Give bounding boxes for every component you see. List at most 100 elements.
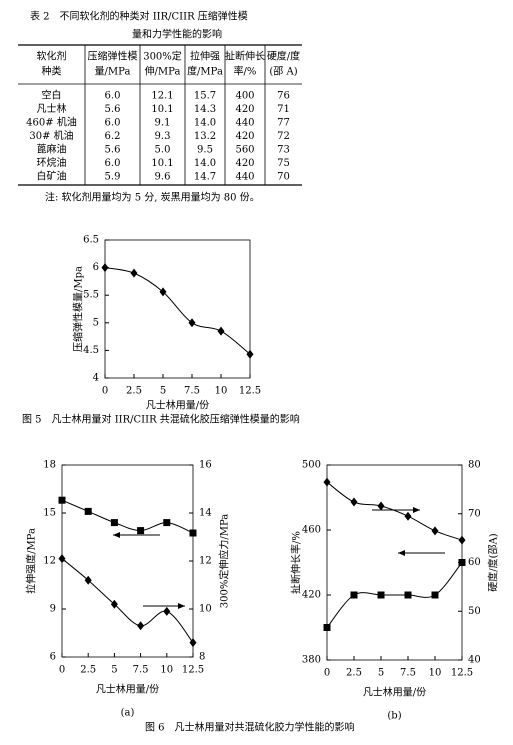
- square-marker: [431, 591, 439, 599]
- table-cell: 73: [277, 145, 290, 156]
- y2-tick-label: 8: [199, 652, 205, 663]
- y2-tick-label: 70: [468, 508, 481, 519]
- diamond-marker: [246, 349, 254, 359]
- square-marker: [163, 519, 171, 527]
- y-tick-label: 5: [93, 317, 99, 328]
- table-cell: 9.1: [155, 118, 171, 129]
- table-cell: 420: [235, 158, 254, 169]
- diamond-marker: [217, 326, 225, 336]
- diamond-marker: [110, 599, 118, 609]
- x-axis-label: 凡士林用量/份: [96, 683, 159, 696]
- table-cell: 14.0: [194, 158, 216, 169]
- y-tick-label: 420: [302, 590, 321, 601]
- table-cell: 420: [235, 131, 254, 142]
- x-tick-label: 2.5: [80, 665, 96, 676]
- y-tick-label: 9: [50, 604, 56, 615]
- y-axis-label: 拉伸强度/MPa: [25, 528, 38, 594]
- table-cell: 蓖麻油: [37, 143, 67, 156]
- table-cell: 白矿油: [37, 170, 67, 183]
- square-marker: [404, 591, 412, 599]
- arrow-head: [398, 550, 405, 556]
- table-header: 软化剂: [37, 50, 67, 63]
- table-cell: 76: [277, 91, 290, 102]
- x-tick-label: 5: [378, 668, 384, 679]
- y-tick-label: 4.5: [83, 345, 99, 356]
- table-cell: 440: [235, 172, 254, 183]
- diamond-marker: [130, 268, 138, 278]
- diamond-marker: [404, 511, 412, 521]
- table-cell: 9.6: [155, 172, 171, 183]
- table-cell: 10.1: [151, 104, 173, 115]
- table-header: 种类: [42, 65, 62, 78]
- trend-curve: [61, 558, 194, 643]
- subfigure-label: (a): [121, 708, 135, 719]
- table-note: 注: 软化剂用量均为 5 分, 炭黑用量均为 80 份。: [45, 191, 260, 204]
- y2-axis-label: 硬度/度(邵A): [487, 533, 500, 591]
- plot-frame: [326, 464, 463, 661]
- diamond-marker: [163, 606, 171, 616]
- y-axis-label: 压缩弹性模量/Mpa: [72, 266, 85, 352]
- table-cell: 14.3: [194, 104, 216, 115]
- table-cell: 6.0: [105, 91, 121, 102]
- x-tick-label: 7.5: [184, 386, 200, 397]
- table-cell: 凡士林: [37, 102, 67, 115]
- table-cell: 400: [235, 91, 254, 102]
- table-header: 量/MPa: [95, 66, 131, 78]
- table-cell: 14.7: [194, 172, 216, 183]
- x-tick-label: 0: [324, 668, 330, 679]
- table-cell: 6.0: [105, 118, 121, 129]
- table-cell: 环烷油: [37, 156, 67, 169]
- arrow-head: [178, 603, 185, 609]
- diamond-marker: [189, 638, 197, 648]
- subfigure-label: (b): [387, 711, 401, 722]
- table-cell: 空白: [42, 89, 62, 102]
- y2-axis-label: 300%定伸应力/MPa: [218, 514, 231, 608]
- y-tick-label: 5.5: [83, 290, 99, 301]
- table-cell: 30# 机油: [29, 129, 73, 142]
- table-cell: 9.5: [197, 145, 213, 156]
- table-header: 300%定: [143, 50, 182, 63]
- diamond-marker: [350, 497, 358, 507]
- x-tick-label: 5: [160, 386, 166, 397]
- x-tick-label: 7.5: [133, 665, 149, 676]
- table-header: 硬度/度: [267, 50, 300, 63]
- table-cell: 10.1: [151, 158, 173, 169]
- diamond-marker: [137, 621, 145, 631]
- diamond-marker: [458, 535, 466, 545]
- y-tick-label: 6: [50, 652, 56, 663]
- table-cell: 13.2: [194, 131, 216, 142]
- table-cell: 5.9: [105, 172, 121, 183]
- y2-tick-label: 60: [468, 557, 481, 568]
- x-tick-label: 0: [59, 665, 65, 676]
- square-marker: [189, 529, 197, 537]
- table-cell: 77: [277, 118, 290, 129]
- arrow-head: [113, 532, 120, 538]
- square-marker: [458, 559, 466, 566]
- table-header: 扯断伸长: [225, 50, 265, 63]
- table-cell: 440: [235, 118, 254, 129]
- table-cell: 14.0: [194, 118, 216, 129]
- x-tick-label: 12.5: [182, 665, 204, 676]
- table-cell: 12.1: [151, 91, 173, 102]
- arrow-head: [413, 507, 420, 513]
- table-cell: 6.2: [105, 131, 121, 142]
- y-tick-label: 4: [93, 373, 99, 384]
- x-tick-label: 10: [429, 668, 442, 679]
- table-cell: 72: [277, 131, 290, 142]
- table-cell: 15.7: [194, 91, 216, 102]
- x-tick-label: 10: [160, 665, 173, 676]
- table-header: 伸/MPa: [145, 66, 181, 78]
- diamond-marker: [159, 287, 167, 297]
- square-marker: [84, 507, 92, 515]
- x-tick-label: 2.5: [126, 386, 142, 397]
- table-cell: 560: [235, 145, 254, 156]
- y2-tick-label: 10: [199, 604, 212, 615]
- y-tick-label: 6.5: [83, 235, 99, 246]
- x-axis-label: 凡士林用量/份: [363, 686, 426, 699]
- figure-caption: 图 5 凡士林用量对 IIR/CIIR 共混硫化胶压缩弹性模量的影响: [22, 413, 300, 426]
- table-cell: 6.0: [105, 158, 121, 169]
- trend-curve: [61, 499, 194, 534]
- square-marker: [110, 519, 118, 527]
- x-tick-label: 12.5: [451, 668, 473, 679]
